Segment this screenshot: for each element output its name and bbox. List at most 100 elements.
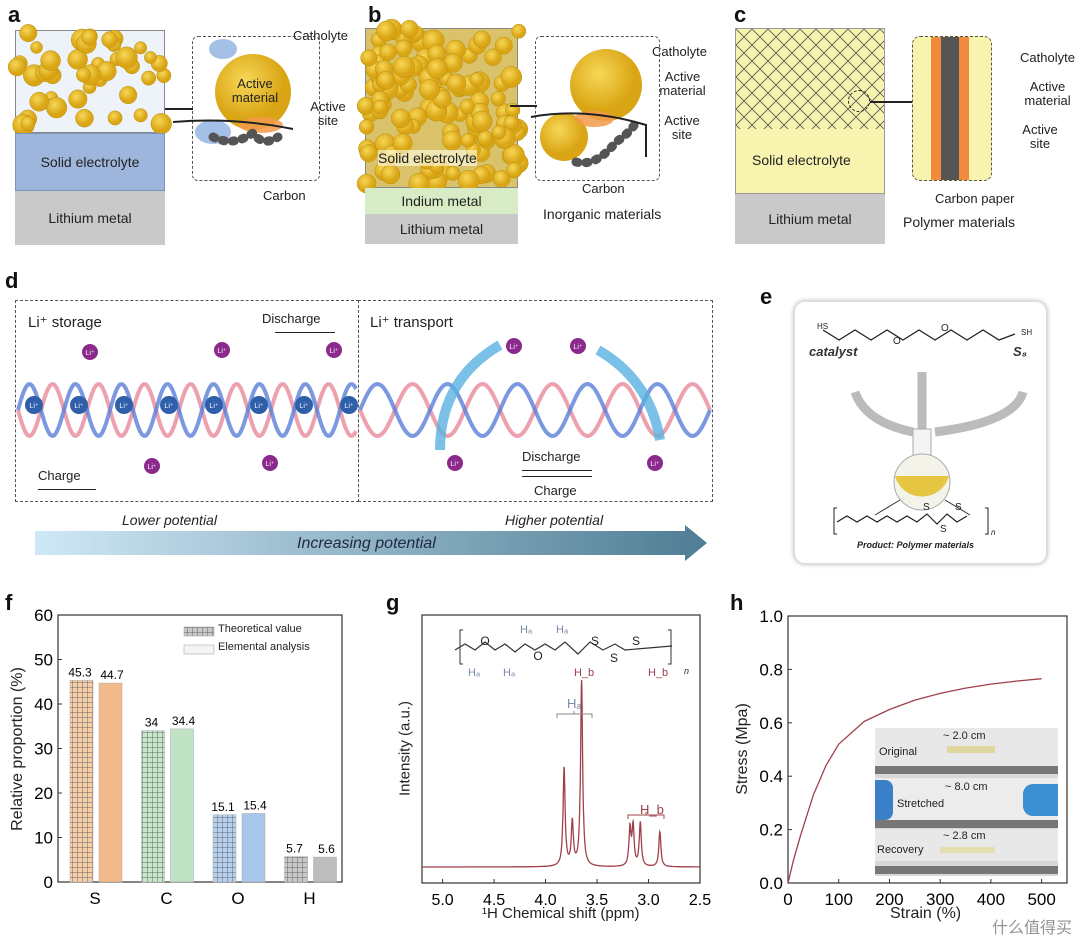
h-xlabel: Strain (%)	[890, 905, 962, 922]
watermark: 什么值得买	[992, 920, 1073, 937]
transport-arrow	[435, 340, 503, 451]
h-ytick-label: 0.8	[759, 660, 783, 679]
li-ion-label: Li⁺	[344, 403, 353, 410]
h-xtick-label: 400	[977, 890, 1005, 909]
label-increasing-potential: Increasing potential	[297, 535, 436, 552]
f-legend-swatch-elemental	[183, 644, 215, 655]
li-ion-icon	[506, 338, 522, 354]
label-active-material-c: Active material	[1024, 79, 1071, 108]
label-solid-electrolyte-b: Solid electrolyte	[378, 150, 477, 166]
li-ion-icon	[447, 455, 463, 471]
label-active-material-b: Active material	[659, 69, 706, 98]
f-ytick-label: 10	[34, 829, 53, 848]
g-bracket-hb	[627, 812, 665, 819]
panel-label-e: e	[760, 284, 773, 309]
f-xtick-label: O	[231, 889, 244, 908]
li-ion-stored-icon	[250, 396, 268, 414]
label-s-2: S	[940, 524, 947, 535]
inset-a	[172, 36, 320, 181]
active-particle	[446, 73, 467, 94]
active-particle	[491, 125, 507, 140]
g-xtick-label: 3.0	[637, 892, 659, 909]
f-data-label: 15.1	[211, 800, 235, 814]
li-ion-label: Li⁺	[450, 461, 459, 468]
zoom-circle-c	[848, 90, 870, 112]
g-structure-h-label: Hₐ	[503, 667, 516, 679]
f-xtick-label: H	[303, 889, 315, 908]
active-particle	[469, 72, 485, 87]
label-o-2: O	[941, 323, 949, 334]
active-particle	[490, 91, 506, 107]
label-inorganic-materials: Inorganic materials	[543, 206, 662, 222]
li-ion-label: Li⁺	[164, 403, 173, 410]
li-ion-label: Li⁺	[573, 344, 582, 351]
label-catalyst: catalyst	[809, 344, 858, 359]
label-solid-electrolyte-c: Solid electrolyte	[752, 152, 851, 168]
active-particle	[471, 110, 493, 132]
li-ion-icon	[82, 344, 98, 360]
active-particle	[20, 116, 36, 132]
h-axes-frame	[787, 615, 1068, 884]
f-legend-elemental: Elemental analysis	[218, 641, 310, 653]
f-data-label: 44.7	[100, 668, 124, 682]
g-structure-atom: O	[480, 634, 489, 648]
inset-b-drawing	[530, 49, 647, 168]
f-ytick-label: 50	[34, 651, 53, 670]
inset-c	[912, 36, 992, 181]
inset-a-drawing	[172, 39, 294, 146]
label-li-storage: Li⁺ storage	[28, 314, 102, 331]
inset-original-length: ~ 2.0 cm	[943, 730, 986, 742]
g-structure-h-label: Hₐ	[520, 624, 533, 636]
g-xlabel: ¹H Chemical shift (ppm)	[482, 905, 640, 922]
li-ion-icon	[326, 342, 342, 358]
panel-label-h: h	[730, 590, 744, 615]
synthesis-drawing	[822, 329, 1028, 535]
f-ytick-label: 60	[34, 606, 53, 625]
li-ion-label: Li⁺	[217, 348, 226, 355]
discharge-arrow-left	[275, 332, 335, 333]
li-ion-icon	[262, 455, 278, 471]
li-ion-label: Li⁺	[209, 403, 218, 410]
g-structure-atom: O	[533, 649, 542, 663]
active-particle	[115, 46, 138, 69]
g-xtick-label: 3.5	[586, 892, 608, 909]
li-ion-label: Li⁺	[85, 350, 94, 357]
inset-recovery-label: Recovery	[877, 844, 924, 856]
synthesis-box: HS SH O O catalyst S₈ S S S n Product: P…	[793, 300, 1048, 565]
helix-strand	[16, 381, 358, 439]
h-ytick-label: 1.0	[759, 607, 783, 626]
active-particle	[141, 70, 157, 86]
active-particles	[7, 24, 172, 137]
h-xtick-label: 300	[926, 890, 954, 909]
g-structure-h-label: Hₐ	[468, 667, 481, 679]
active-particle	[511, 23, 527, 39]
h-xtick-label: 0	[783, 890, 792, 909]
f-bar-elemental-analysis	[170, 728, 194, 883]
g-xtick-label: 2.5	[689, 892, 711, 909]
connector-line-a	[165, 108, 193, 110]
label-hs: HS	[817, 322, 829, 331]
label-discharge-left: Discharge	[262, 311, 321, 326]
label-o-1: O	[893, 336, 901, 347]
label-higher-potential: Higher potential	[505, 512, 604, 528]
li-ion-stored-icon	[295, 396, 313, 414]
panel-label-b: b	[368, 2, 382, 27]
g-xtick-label: 4.5	[483, 892, 505, 909]
f-data-label: 5.6	[318, 842, 335, 856]
label-catholyte-b: Catholyte	[652, 44, 707, 59]
panel-label-a: a	[8, 2, 21, 27]
li-ion-icon	[647, 455, 663, 471]
label-charge-left: Charge	[38, 468, 81, 483]
active-particle	[418, 79, 440, 101]
f-ytick-label: 40	[34, 695, 53, 714]
active-particle	[29, 91, 49, 112]
f-data-label: 34	[145, 716, 159, 730]
cathode-composite-a	[7, 24, 172, 137]
g-nmr-spectrum	[422, 679, 700, 868]
active-particle	[30, 41, 43, 54]
f-bar-theoretical-value	[69, 680, 94, 883]
active-particle	[484, 48, 502, 66]
g-structure-n: n	[684, 666, 690, 676]
